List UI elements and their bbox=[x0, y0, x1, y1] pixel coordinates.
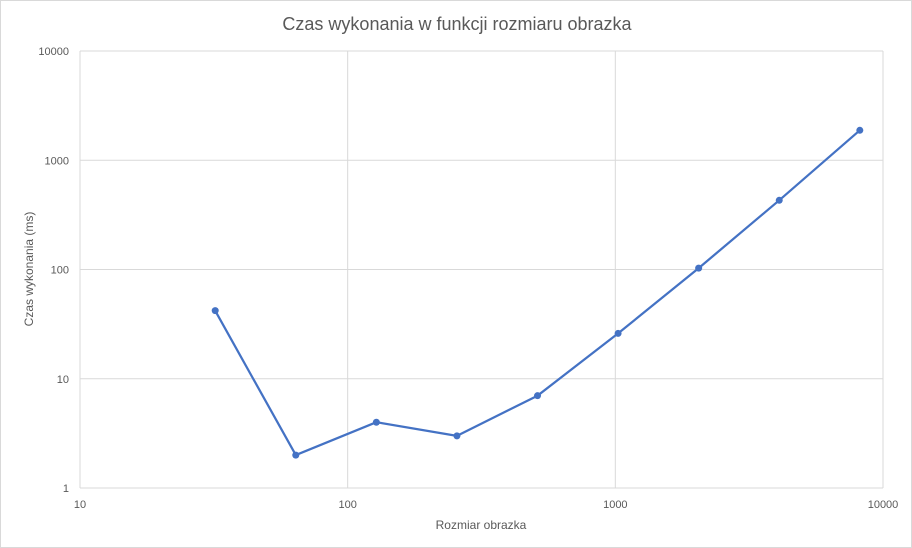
x-tick-label: 100 bbox=[338, 499, 356, 511]
data-point bbox=[775, 196, 783, 204]
series-group bbox=[211, 126, 864, 459]
y-tick-label: 10 bbox=[57, 374, 69, 386]
y-tick-label: 1 bbox=[63, 483, 69, 495]
data-point bbox=[695, 264, 703, 272]
y-axis-title: Czas wykonania (ms) bbox=[22, 212, 36, 327]
y-tick-label: 1000 bbox=[45, 155, 69, 167]
grid-lines bbox=[79, 50, 884, 489]
x-tick-label: 1000 bbox=[603, 499, 627, 511]
data-point bbox=[453, 432, 461, 440]
y-tick-label: 100 bbox=[51, 265, 69, 277]
x-axis-ticks: 10 100 1000 10000 bbox=[74, 499, 898, 511]
data-point bbox=[614, 329, 622, 337]
data-point bbox=[856, 126, 864, 134]
chart-title: Czas wykonania w funkcji rozmiaru obrazk… bbox=[282, 14, 632, 34]
data-point bbox=[534, 392, 542, 400]
series-line bbox=[214, 129, 861, 457]
y-tick-label: 10000 bbox=[38, 46, 69, 58]
data-point bbox=[372, 418, 380, 426]
x-tick-label: 10 bbox=[74, 499, 86, 511]
x-tick-label: 10000 bbox=[868, 499, 899, 511]
data-point bbox=[211, 307, 219, 315]
data-point bbox=[292, 451, 300, 459]
x-axis-title: Rozmiar obrazka bbox=[436, 518, 527, 532]
y-axis-ticks: 1 10 100 1000 10000 bbox=[38, 46, 69, 495]
